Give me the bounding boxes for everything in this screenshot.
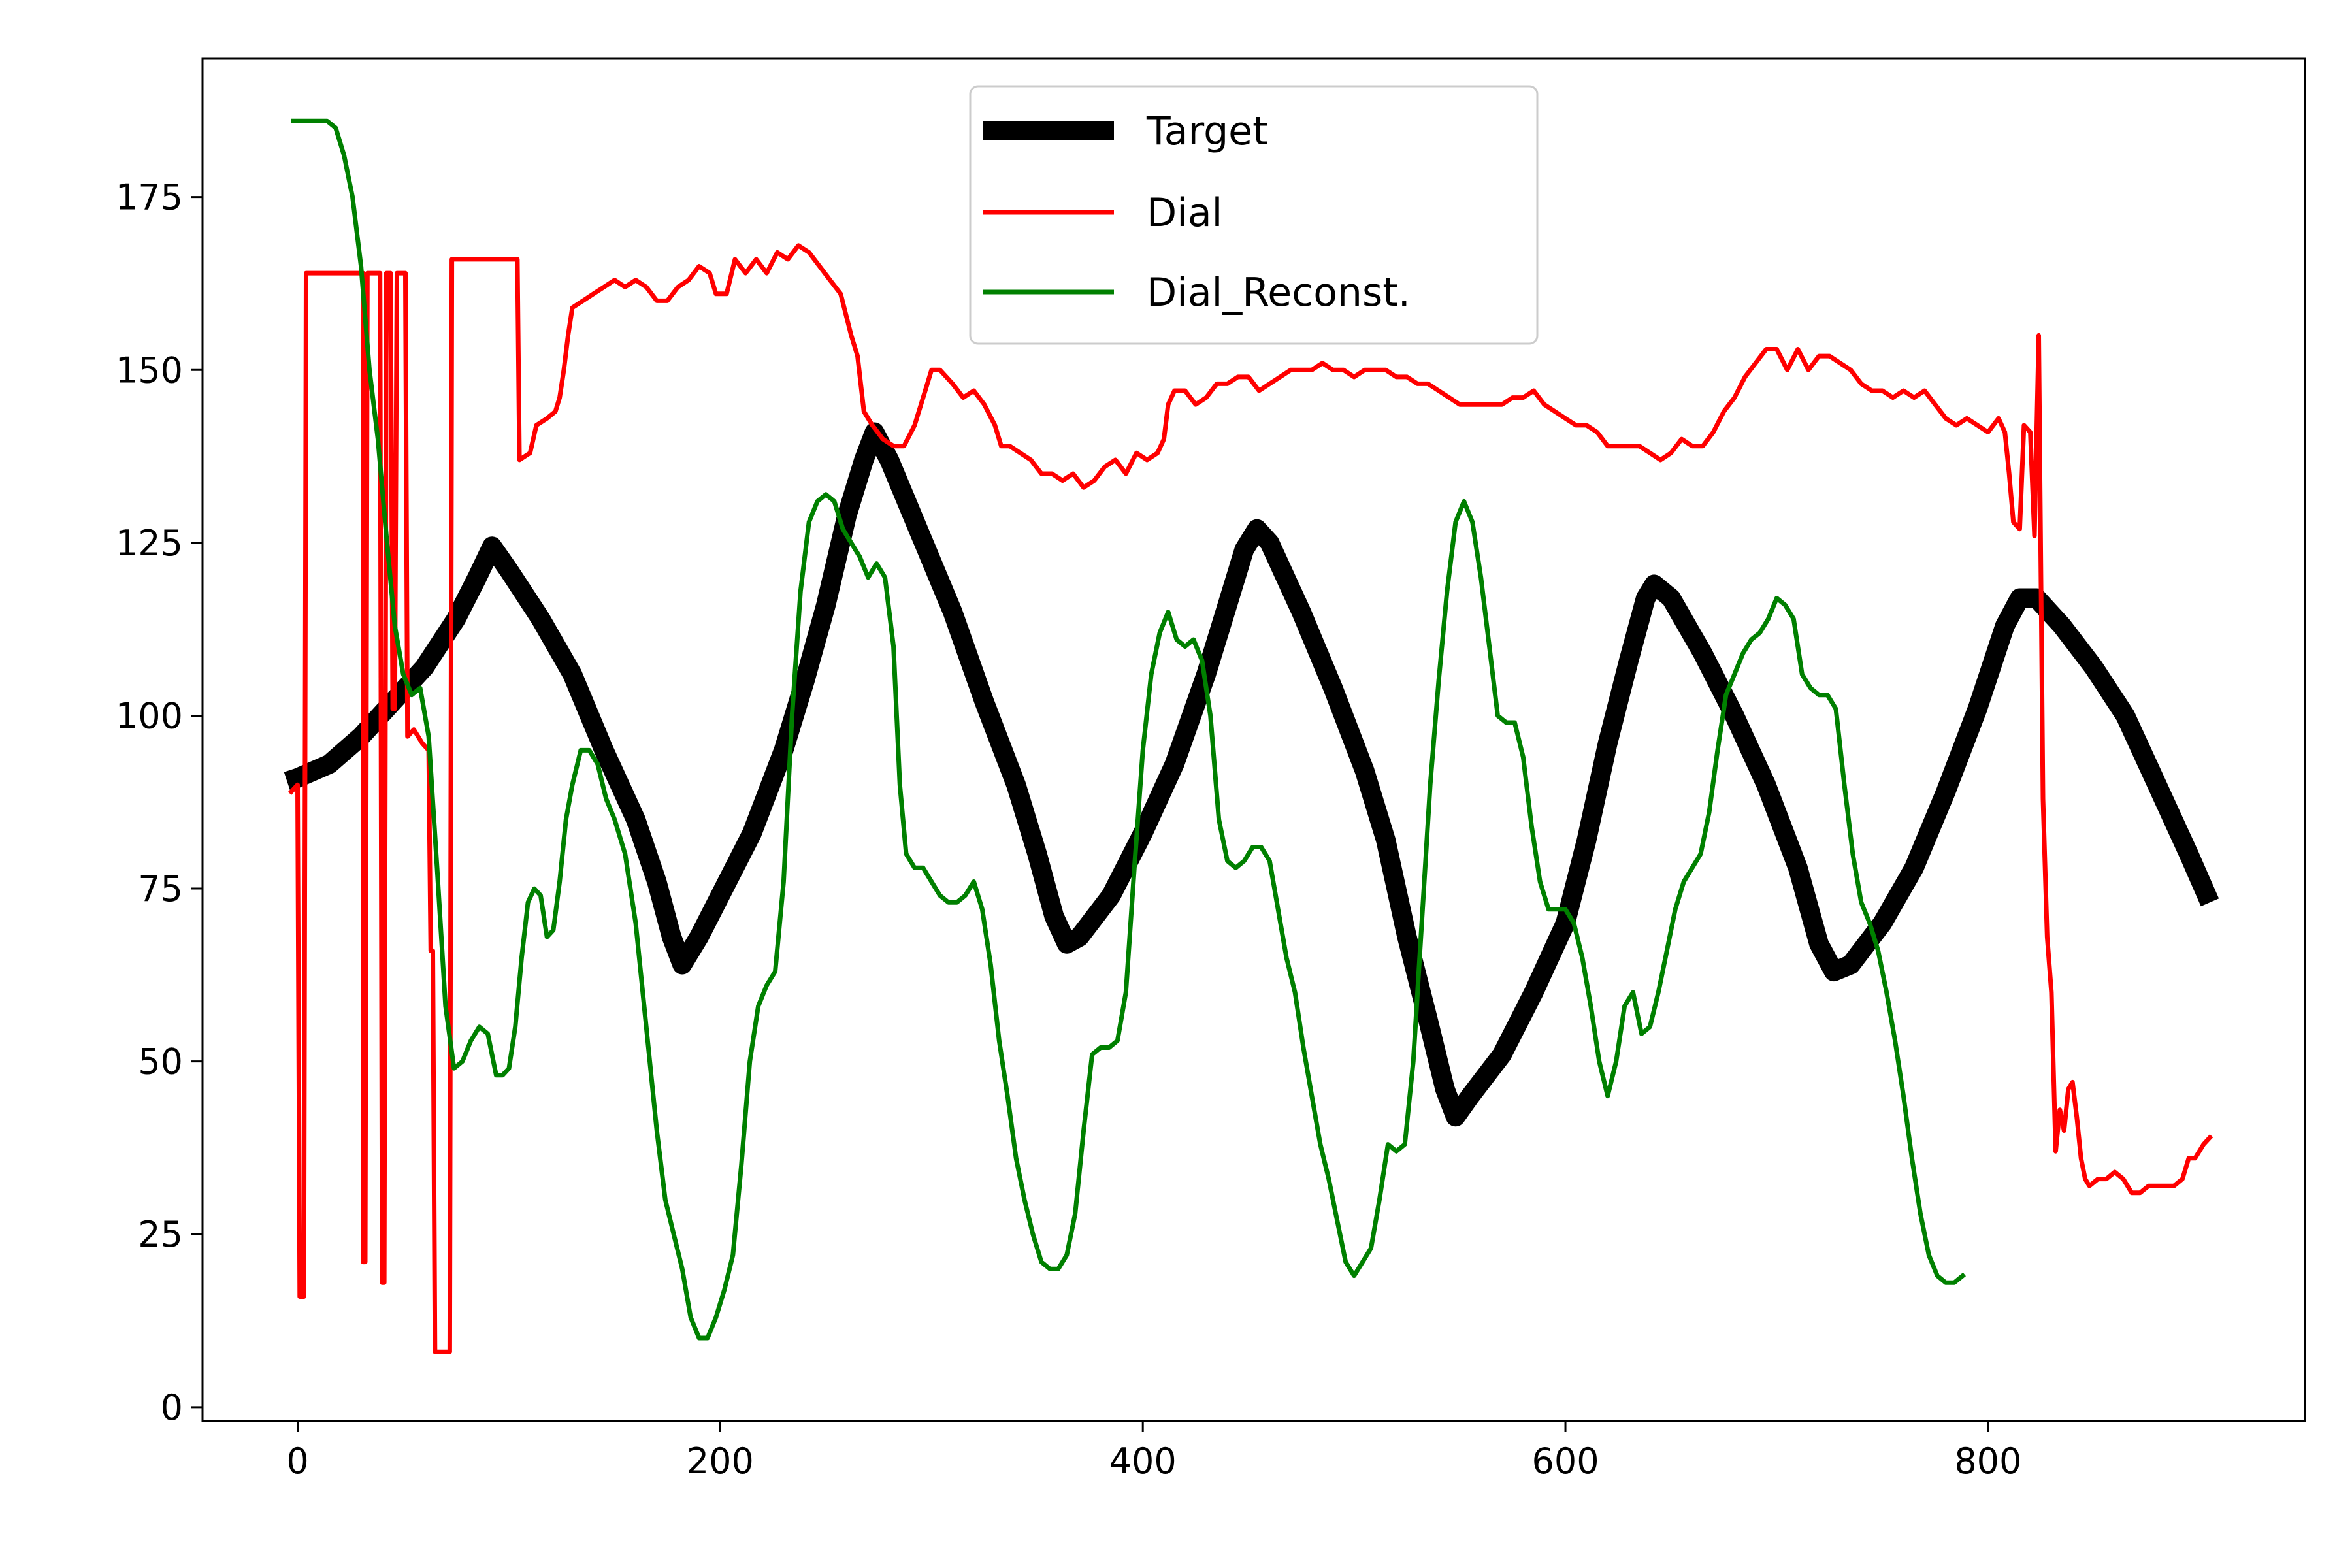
x-axis: 0 200 400 600 800 [286,1421,2021,1482]
plot-area [201,57,2306,1422]
legend-label-dial: Dial [1147,190,1222,236]
series-line-target [284,422,2219,1127]
series-line-dial-reconst [291,118,1967,1341]
x-tick-label: 800 [1954,1441,2021,1482]
y-tick-label: 125 [116,523,183,564]
axes-frame [201,57,2306,1422]
y-axis: 0 25 50 75 100 125 150 175 [116,177,203,1428]
x-tick-label: 0 [286,1441,308,1482]
x-tick-label: 400 [1109,1441,1177,1482]
legend-label-target: Target [1146,108,1268,154]
y-tick-label: 100 [116,695,183,736]
y-tick-label: 75 [138,868,183,909]
y-tick-label: 150 [116,350,183,391]
series-layer [284,118,2219,1354]
y-tick-label: 25 [138,1214,183,1255]
legend-label-dial-reconst: Dial_Reconst. [1147,270,1411,316]
series-line-dial [287,243,2213,1354]
y-tick-label: 175 [116,177,183,218]
y-tick-label: 50 [138,1041,183,1083]
legend: Target Dial Dial_Reconst. [969,85,1539,345]
legend-box [969,85,1539,345]
x-tick-label: 200 [687,1441,754,1482]
y-tick-label: 0 [161,1387,183,1428]
x-tick-label: 600 [1532,1441,1599,1482]
